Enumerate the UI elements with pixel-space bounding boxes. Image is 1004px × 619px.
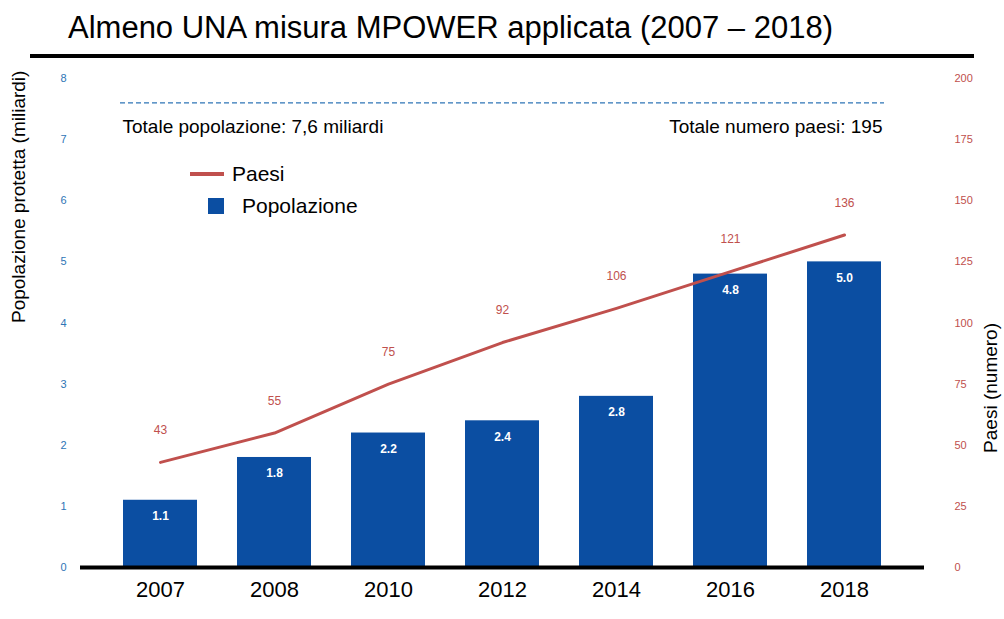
- svg-text:175: 175: [955, 133, 973, 145]
- svg-text:5: 5: [60, 255, 66, 267]
- svg-text:5.0: 5.0: [836, 271, 853, 285]
- svg-text:7: 7: [60, 133, 66, 145]
- svg-text:200: 200: [955, 72, 973, 84]
- svg-text:Paesi (numero): Paesi (numero): [980, 323, 1001, 453]
- svg-text:2012: 2012: [478, 577, 527, 602]
- svg-text:2014: 2014: [592, 577, 641, 602]
- svg-text:Popolazione protetta (miliardi: Popolazione protetta (miliardi): [8, 71, 29, 323]
- svg-text:1.1: 1.1: [152, 509, 169, 523]
- svg-text:0: 0: [955, 561, 961, 573]
- html-text:Almeno UNA misura MPOWER appli: Almeno UNA misura MPOWER applicata (2007…: [68, 10, 833, 45]
- svg-text:2: 2: [60, 439, 66, 451]
- svg-text:92: 92: [496, 303, 510, 317]
- html-text:Popolazione: Popolazione: [242, 194, 358, 217]
- svg-text:75: 75: [955, 378, 967, 390]
- svg-text:43: 43: [154, 423, 168, 437]
- svg-text:106: 106: [606, 269, 626, 283]
- svg-text:50: 50: [955, 439, 967, 451]
- svg-text:4: 4: [60, 317, 66, 329]
- svg-text:6: 6: [60, 194, 66, 206]
- svg-text:25: 25: [955, 500, 967, 512]
- svg-text:2010: 2010: [364, 577, 413, 602]
- svg-text:150: 150: [955, 194, 973, 206]
- svg-text:100: 100: [955, 317, 973, 329]
- svg-text:8: 8: [60, 72, 66, 84]
- svg-text:1: 1: [60, 500, 66, 512]
- svg-text:2018: 2018: [820, 577, 869, 602]
- svg-text:0: 0: [60, 561, 66, 573]
- svg-text:2.4: 2.4: [494, 430, 511, 444]
- svg-text:55: 55: [268, 394, 282, 408]
- svg-text:125: 125: [955, 255, 973, 267]
- svg-text:Totale popolazione: 7,6 miliar: Totale popolazione: 7,6 miliardi: [123, 116, 384, 137]
- svg-text:121: 121: [720, 232, 740, 246]
- svg-text:2016: 2016: [706, 577, 755, 602]
- svg-text:2007: 2007: [136, 577, 185, 602]
- svg-text:3: 3: [60, 378, 66, 390]
- svg-text:2008: 2008: [250, 577, 299, 602]
- svg-text:75: 75: [382, 345, 396, 359]
- svg-text:136: 136: [834, 196, 854, 210]
- svg-text:1.8: 1.8: [266, 466, 283, 480]
- svg-text:Totale numero paesi: 195: Totale numero paesi: 195: [669, 116, 882, 137]
- html-text:Paesi: Paesi: [232, 162, 285, 185]
- svg-text:2.8: 2.8: [608, 405, 625, 419]
- svg-text:4.8: 4.8: [722, 283, 739, 297]
- svg-text:2.2: 2.2: [380, 442, 397, 456]
